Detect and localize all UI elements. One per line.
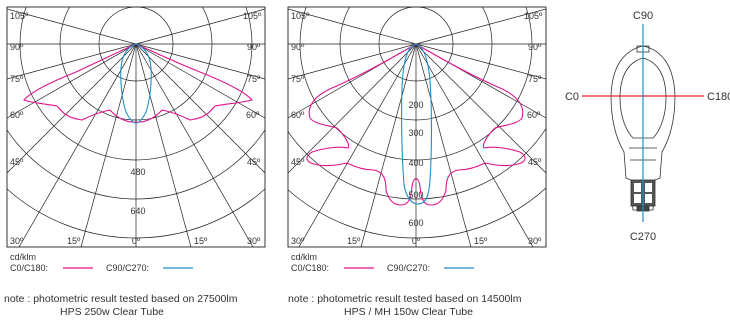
legend-c90-label-1: C90/C270: — [106, 263, 149, 273]
legend-c0-label-2: C0/C180: — [291, 263, 329, 273]
note-1: note : photometric result tested based o… — [4, 293, 237, 319]
c90-c270-curve-2 — [401, 43, 433, 205]
angle-label-left-45: 45º — [10, 157, 24, 167]
lamp-label-c270: C270 — [630, 231, 656, 243]
angle-label-right-90: 90º — [247, 42, 261, 52]
c90-c270-curve-1 — [120, 43, 152, 124]
angle-label-right-105: 105º — [524, 11, 543, 21]
angle-label-0: 0º — [132, 236, 141, 246]
angle-label-right-30: 30º — [528, 236, 542, 246]
angle-label-left-15: 15º — [347, 236, 361, 246]
angle-label-left-30: 30º — [10, 236, 24, 246]
chart-frame-2 — [287, 6, 547, 248]
angle-label-left-105: 105º — [10, 11, 29, 21]
ring-label-500: 500 — [408, 190, 423, 200]
note-2-line-2: HPS / MH 150w Clear Tube — [344, 306, 473, 318]
polar-chart-2: 105º 90º 75º 60º 45º 30º 15º 105º 90º 75… — [287, 6, 547, 273]
lamp-label-c90: C90 — [633, 10, 653, 22]
note-1-line-2: HPS 250w Clear Tube — [60, 306, 164, 318]
chart-frame-1 — [6, 6, 266, 248]
ring-label-300: 300 — [408, 128, 423, 138]
ring-label-600: 600 — [408, 218, 423, 228]
polar-chart-1: 105º 90º 75º 60º 45º 30º 15º 105º 90º 75… — [6, 6, 266, 273]
lamp-label-c180: C180 — [707, 91, 730, 103]
angle-label-left-30: 30º — [291, 236, 305, 246]
c0-c180-curve-2 — [306, 43, 526, 206]
angle-label-left-105: 105º — [291, 11, 310, 21]
angle-label-left-60: 60º — [10, 110, 24, 120]
angle-label-right-45: 45º — [247, 157, 261, 167]
ring-label-400: 400 — [408, 158, 423, 168]
angle-label-right-75: 75º — [247, 74, 261, 84]
ring-label-200: 200 — [408, 100, 423, 110]
polar-grid-1 — [7, 7, 265, 247]
angle-label-right-15: 15º — [474, 236, 488, 246]
legend-1: cd/klm C0/C180: C90/C270: — [10, 252, 193, 273]
angle-label-0: 0º — [412, 236, 421, 246]
angle-label-right-45: 45º — [528, 157, 542, 167]
ring-label-480: 480 — [130, 167, 145, 177]
unit-label-1: cd/klm — [10, 252, 36, 262]
angle-label-left-45: 45º — [291, 157, 305, 167]
angle-label-left-15: 15º — [67, 236, 81, 246]
angle-label-right-60: 60º — [246, 110, 260, 120]
legend-c0-label-1: C0/C180: — [10, 263, 48, 273]
angle-label-left-90: 90º — [10, 42, 24, 52]
angle-label-right-15: 15º — [194, 236, 208, 246]
note-2: note : photometric result tested based o… — [288, 293, 521, 319]
angle-label-left-75: 75º — [291, 74, 305, 84]
angle-label-right-75: 75º — [528, 74, 542, 84]
ring-label-640: 640 — [130, 206, 145, 216]
polar-grid-2 — [288, 7, 546, 247]
legend-c90-label-2: C90/C270: — [387, 263, 430, 273]
lamp-label-c0: C0 — [565, 91, 579, 103]
angle-label-left-60: 60º — [291, 110, 305, 120]
unit-label-2: cd/klm — [291, 252, 317, 262]
angle-label-left-90: 90º — [291, 42, 305, 52]
angle-label-right-60: 60º — [527, 110, 541, 120]
legend-2: cd/klm C0/C180: C90/C270: — [291, 252, 474, 273]
note-2-line-1: note : photometric result tested based o… — [288, 293, 522, 305]
angle-label-right-30: 30º — [247, 236, 261, 246]
angle-label-right-105: 105º — [243, 11, 262, 21]
angle-label-left-75: 75º — [10, 74, 24, 84]
note-1-line-1: note : photometric result tested based o… — [4, 293, 238, 305]
c0-c180-curve-1 — [23, 43, 254, 123]
angle-label-right-90: 90º — [528, 42, 542, 52]
